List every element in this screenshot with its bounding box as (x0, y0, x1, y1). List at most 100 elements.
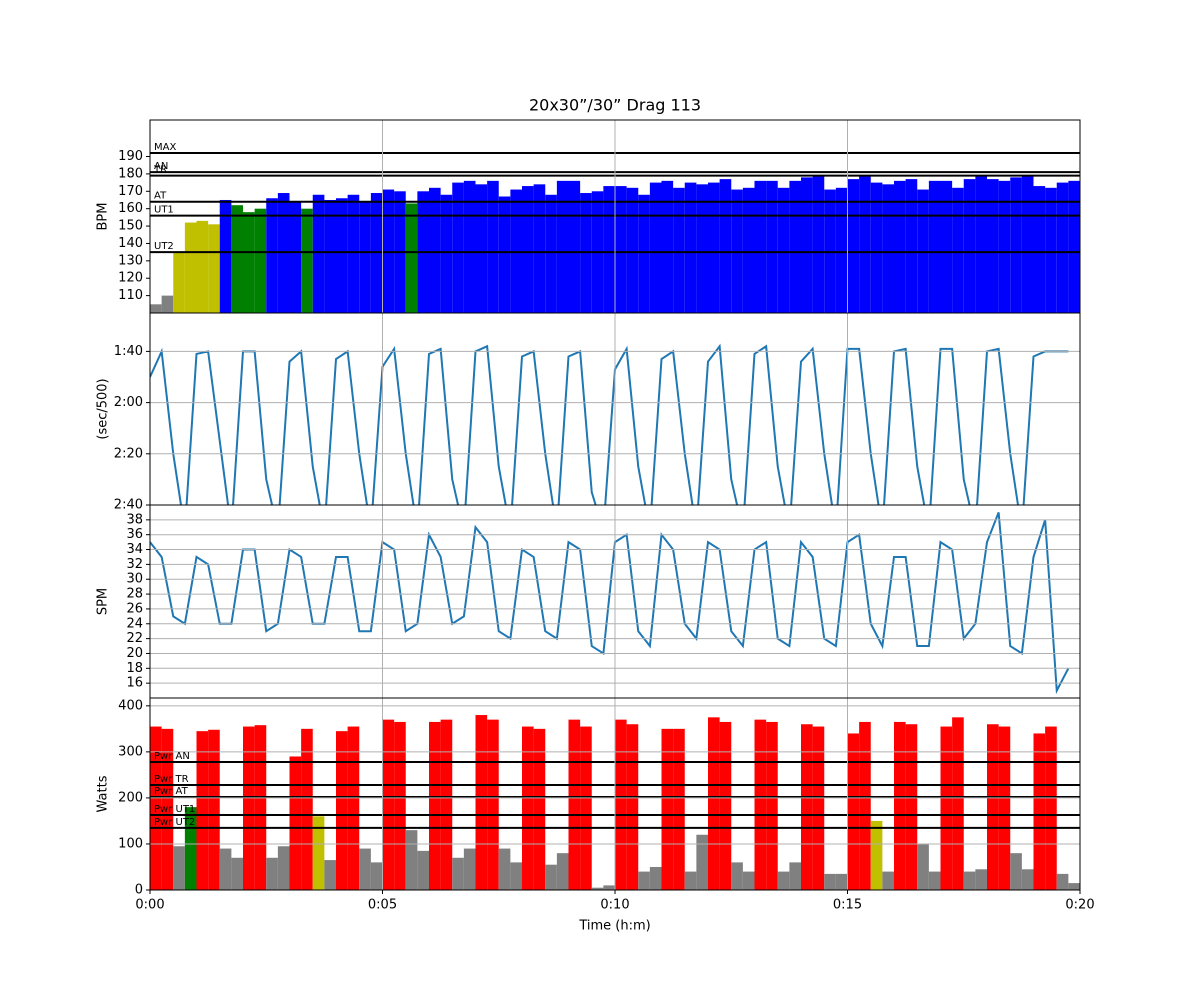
y-tick-label: 32 (126, 557, 143, 572)
bar (649, 182, 662, 313)
bar (452, 857, 464, 890)
bar (266, 198, 278, 313)
zone-label: Pwr TR (154, 774, 189, 785)
y-axis-label: BPM (96, 203, 111, 231)
y-tick-label: 22 (126, 631, 143, 646)
x-tick-label: 0:05 (368, 898, 397, 913)
y-tick-label: 120 (118, 271, 143, 286)
panel (150, 343, 1069, 505)
bar (801, 177, 813, 313)
bar (905, 724, 918, 890)
bar (556, 853, 569, 890)
bar (1010, 853, 1022, 890)
bar (1068, 883, 1080, 890)
panel (150, 152, 1080, 313)
bar (754, 180, 767, 313)
y-tick-label: 36 (126, 527, 143, 542)
bar (731, 862, 743, 890)
bar (801, 724, 813, 890)
bar (1056, 182, 1069, 313)
bar (208, 729, 220, 890)
bar (708, 717, 720, 890)
bar (370, 862, 383, 890)
bar (150, 726, 162, 890)
bar (219, 199, 232, 313)
bar (673, 728, 685, 890)
bar (173, 846, 185, 890)
bar (1021, 869, 1034, 890)
bar (231, 205, 243, 313)
y-tick-label: 1:40 (114, 344, 143, 359)
bar (847, 733, 860, 890)
panel (150, 512, 1070, 695)
bar (243, 212, 255, 313)
bar (603, 885, 615, 890)
y-tick-label: 130 (118, 253, 143, 268)
y-tick-label: 170 (118, 184, 143, 199)
bar (661, 180, 674, 313)
y-tick-label: 300 (118, 744, 143, 759)
bar (336, 731, 348, 890)
bar (254, 725, 267, 890)
bar (742, 871, 755, 890)
bar (952, 717, 964, 890)
y-axis-label: SPM (96, 588, 111, 615)
zone-label: AT (154, 191, 167, 202)
bar (301, 208, 313, 313)
bar (1045, 187, 1057, 313)
y-tick-label: 2:40 (114, 498, 143, 513)
y-tick-label: 190 (118, 149, 143, 164)
bar (963, 871, 976, 890)
y-tick-label: 180 (118, 166, 143, 181)
bar (696, 184, 708, 313)
bar (161, 295, 174, 313)
y-tick-label: 38 (126, 512, 143, 527)
bar (1021, 175, 1034, 313)
bar (789, 180, 801, 313)
bar (963, 179, 976, 313)
bar (870, 820, 883, 890)
y-tick-label: 26 (126, 601, 143, 616)
bar (615, 186, 627, 313)
bar (173, 252, 185, 313)
x-tick-label: 0:20 (1065, 898, 1094, 913)
y-tick-label: 2:00 (114, 395, 143, 410)
bar (219, 848, 232, 890)
y-tick-label: 34 (126, 542, 143, 557)
zone-label: Pwr AN (154, 751, 190, 762)
bar (324, 860, 336, 890)
bar (1045, 726, 1057, 890)
zone-label: UT1 (154, 205, 174, 216)
bar (824, 873, 836, 890)
bar (894, 721, 906, 890)
bar (812, 726, 825, 890)
bar (568, 719, 581, 890)
bar (161, 728, 174, 890)
bar (568, 180, 581, 313)
bar (429, 721, 441, 890)
bar (952, 187, 964, 313)
y-tick-label: 0 (135, 883, 143, 898)
bar (940, 180, 953, 313)
line (150, 343, 1069, 505)
bar (231, 857, 243, 890)
bar (638, 194, 650, 313)
y-tick-label: 28 (126, 587, 143, 602)
bar (859, 175, 871, 313)
bar (522, 186, 534, 313)
y-tick-label: 110 (118, 288, 143, 303)
zone-label: TR (153, 165, 167, 176)
panel-frame (149, 697, 1081, 891)
bar (777, 871, 790, 890)
y-tick-label: 150 (118, 219, 143, 234)
bar (812, 175, 825, 313)
bar (940, 726, 953, 890)
bar (463, 180, 476, 313)
bar (243, 726, 255, 890)
zone-label: Pwr AT (154, 786, 189, 797)
bar (312, 194, 325, 313)
bar (987, 179, 999, 313)
bar (859, 721, 871, 890)
